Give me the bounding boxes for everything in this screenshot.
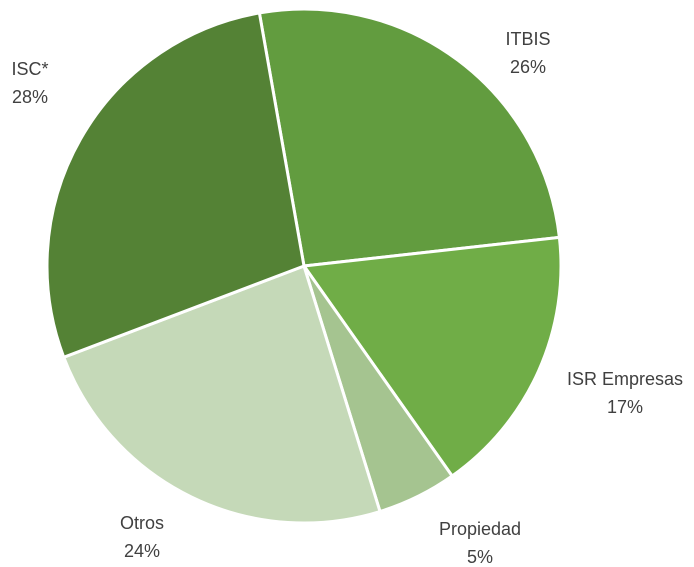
slice-value-label: 24% [124, 541, 160, 561]
pie-slice [45, 11, 306, 360]
slice-label: Otros [120, 513, 164, 533]
slice-label: Propiedad [439, 519, 521, 539]
pie-slice [61, 264, 382, 525]
slice-value-label: 5% [467, 547, 493, 567]
slice-value-label: 28% [12, 87, 48, 107]
slice-label: ISC* [11, 59, 48, 79]
pie-slice [301, 235, 563, 479]
slice-value-label: 17% [607, 397, 643, 417]
pie-slice [257, 7, 562, 268]
slice-label: ITBIS [505, 29, 550, 49]
slice-label: ISR Empresas [567, 369, 683, 389]
slice-value-label: 26% [510, 57, 546, 77]
